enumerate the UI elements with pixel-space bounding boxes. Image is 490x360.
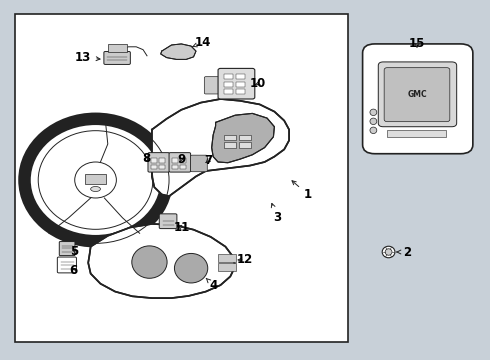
Bar: [236, 82, 245, 87]
FancyBboxPatch shape: [384, 68, 450, 122]
Text: 2: 2: [397, 246, 411, 258]
Text: 9: 9: [177, 153, 185, 166]
Bar: [239, 142, 251, 148]
Polygon shape: [212, 113, 274, 163]
FancyBboxPatch shape: [159, 214, 177, 229]
FancyBboxPatch shape: [169, 153, 191, 172]
Bar: [224, 135, 236, 140]
Bar: [108, 44, 127, 52]
Ellipse shape: [370, 127, 377, 134]
Ellipse shape: [370, 118, 377, 125]
Polygon shape: [88, 224, 235, 298]
Ellipse shape: [174, 253, 208, 283]
Polygon shape: [152, 99, 289, 196]
Text: 13: 13: [75, 51, 100, 64]
Bar: [180, 158, 186, 163]
Bar: [172, 165, 178, 169]
Bar: [159, 165, 165, 169]
Ellipse shape: [385, 249, 392, 255]
FancyBboxPatch shape: [104, 51, 130, 64]
FancyBboxPatch shape: [218, 68, 255, 99]
Text: 8: 8: [142, 152, 150, 165]
Ellipse shape: [24, 119, 167, 241]
Text: 1: 1: [292, 181, 312, 201]
FancyBboxPatch shape: [204, 77, 222, 94]
Bar: [151, 158, 157, 163]
Bar: [236, 74, 245, 79]
Bar: [224, 74, 233, 79]
Polygon shape: [161, 44, 196, 59]
Text: 5: 5: [71, 245, 78, 258]
Bar: [85, 174, 106, 184]
Text: 3: 3: [271, 203, 281, 224]
FancyBboxPatch shape: [191, 155, 207, 172]
Text: 4: 4: [206, 278, 217, 292]
Text: 11: 11: [174, 221, 191, 234]
Text: 12: 12: [237, 253, 253, 266]
Ellipse shape: [382, 246, 395, 258]
FancyBboxPatch shape: [57, 257, 76, 273]
Bar: [151, 165, 157, 169]
Ellipse shape: [370, 109, 377, 116]
Bar: [218, 254, 236, 262]
Ellipse shape: [91, 186, 100, 192]
Text: 14: 14: [193, 36, 212, 49]
Bar: [224, 142, 236, 148]
Bar: [224, 82, 233, 87]
Bar: [172, 158, 178, 163]
Text: 7: 7: [204, 154, 212, 167]
FancyBboxPatch shape: [148, 153, 170, 172]
FancyBboxPatch shape: [378, 62, 457, 127]
Bar: [239, 135, 251, 140]
Bar: [224, 89, 233, 94]
Ellipse shape: [74, 162, 117, 198]
Bar: [236, 89, 245, 94]
Text: GMC: GMC: [407, 90, 427, 99]
Bar: [15, 14, 348, 342]
Bar: [218, 263, 236, 271]
Text: 6: 6: [70, 264, 77, 276]
Ellipse shape: [132, 246, 167, 278]
Text: 15: 15: [409, 37, 425, 50]
FancyBboxPatch shape: [59, 242, 75, 256]
Bar: [180, 165, 186, 169]
Bar: [159, 158, 165, 163]
Text: 10: 10: [250, 77, 267, 90]
Bar: [387, 130, 446, 137]
FancyBboxPatch shape: [363, 44, 473, 154]
